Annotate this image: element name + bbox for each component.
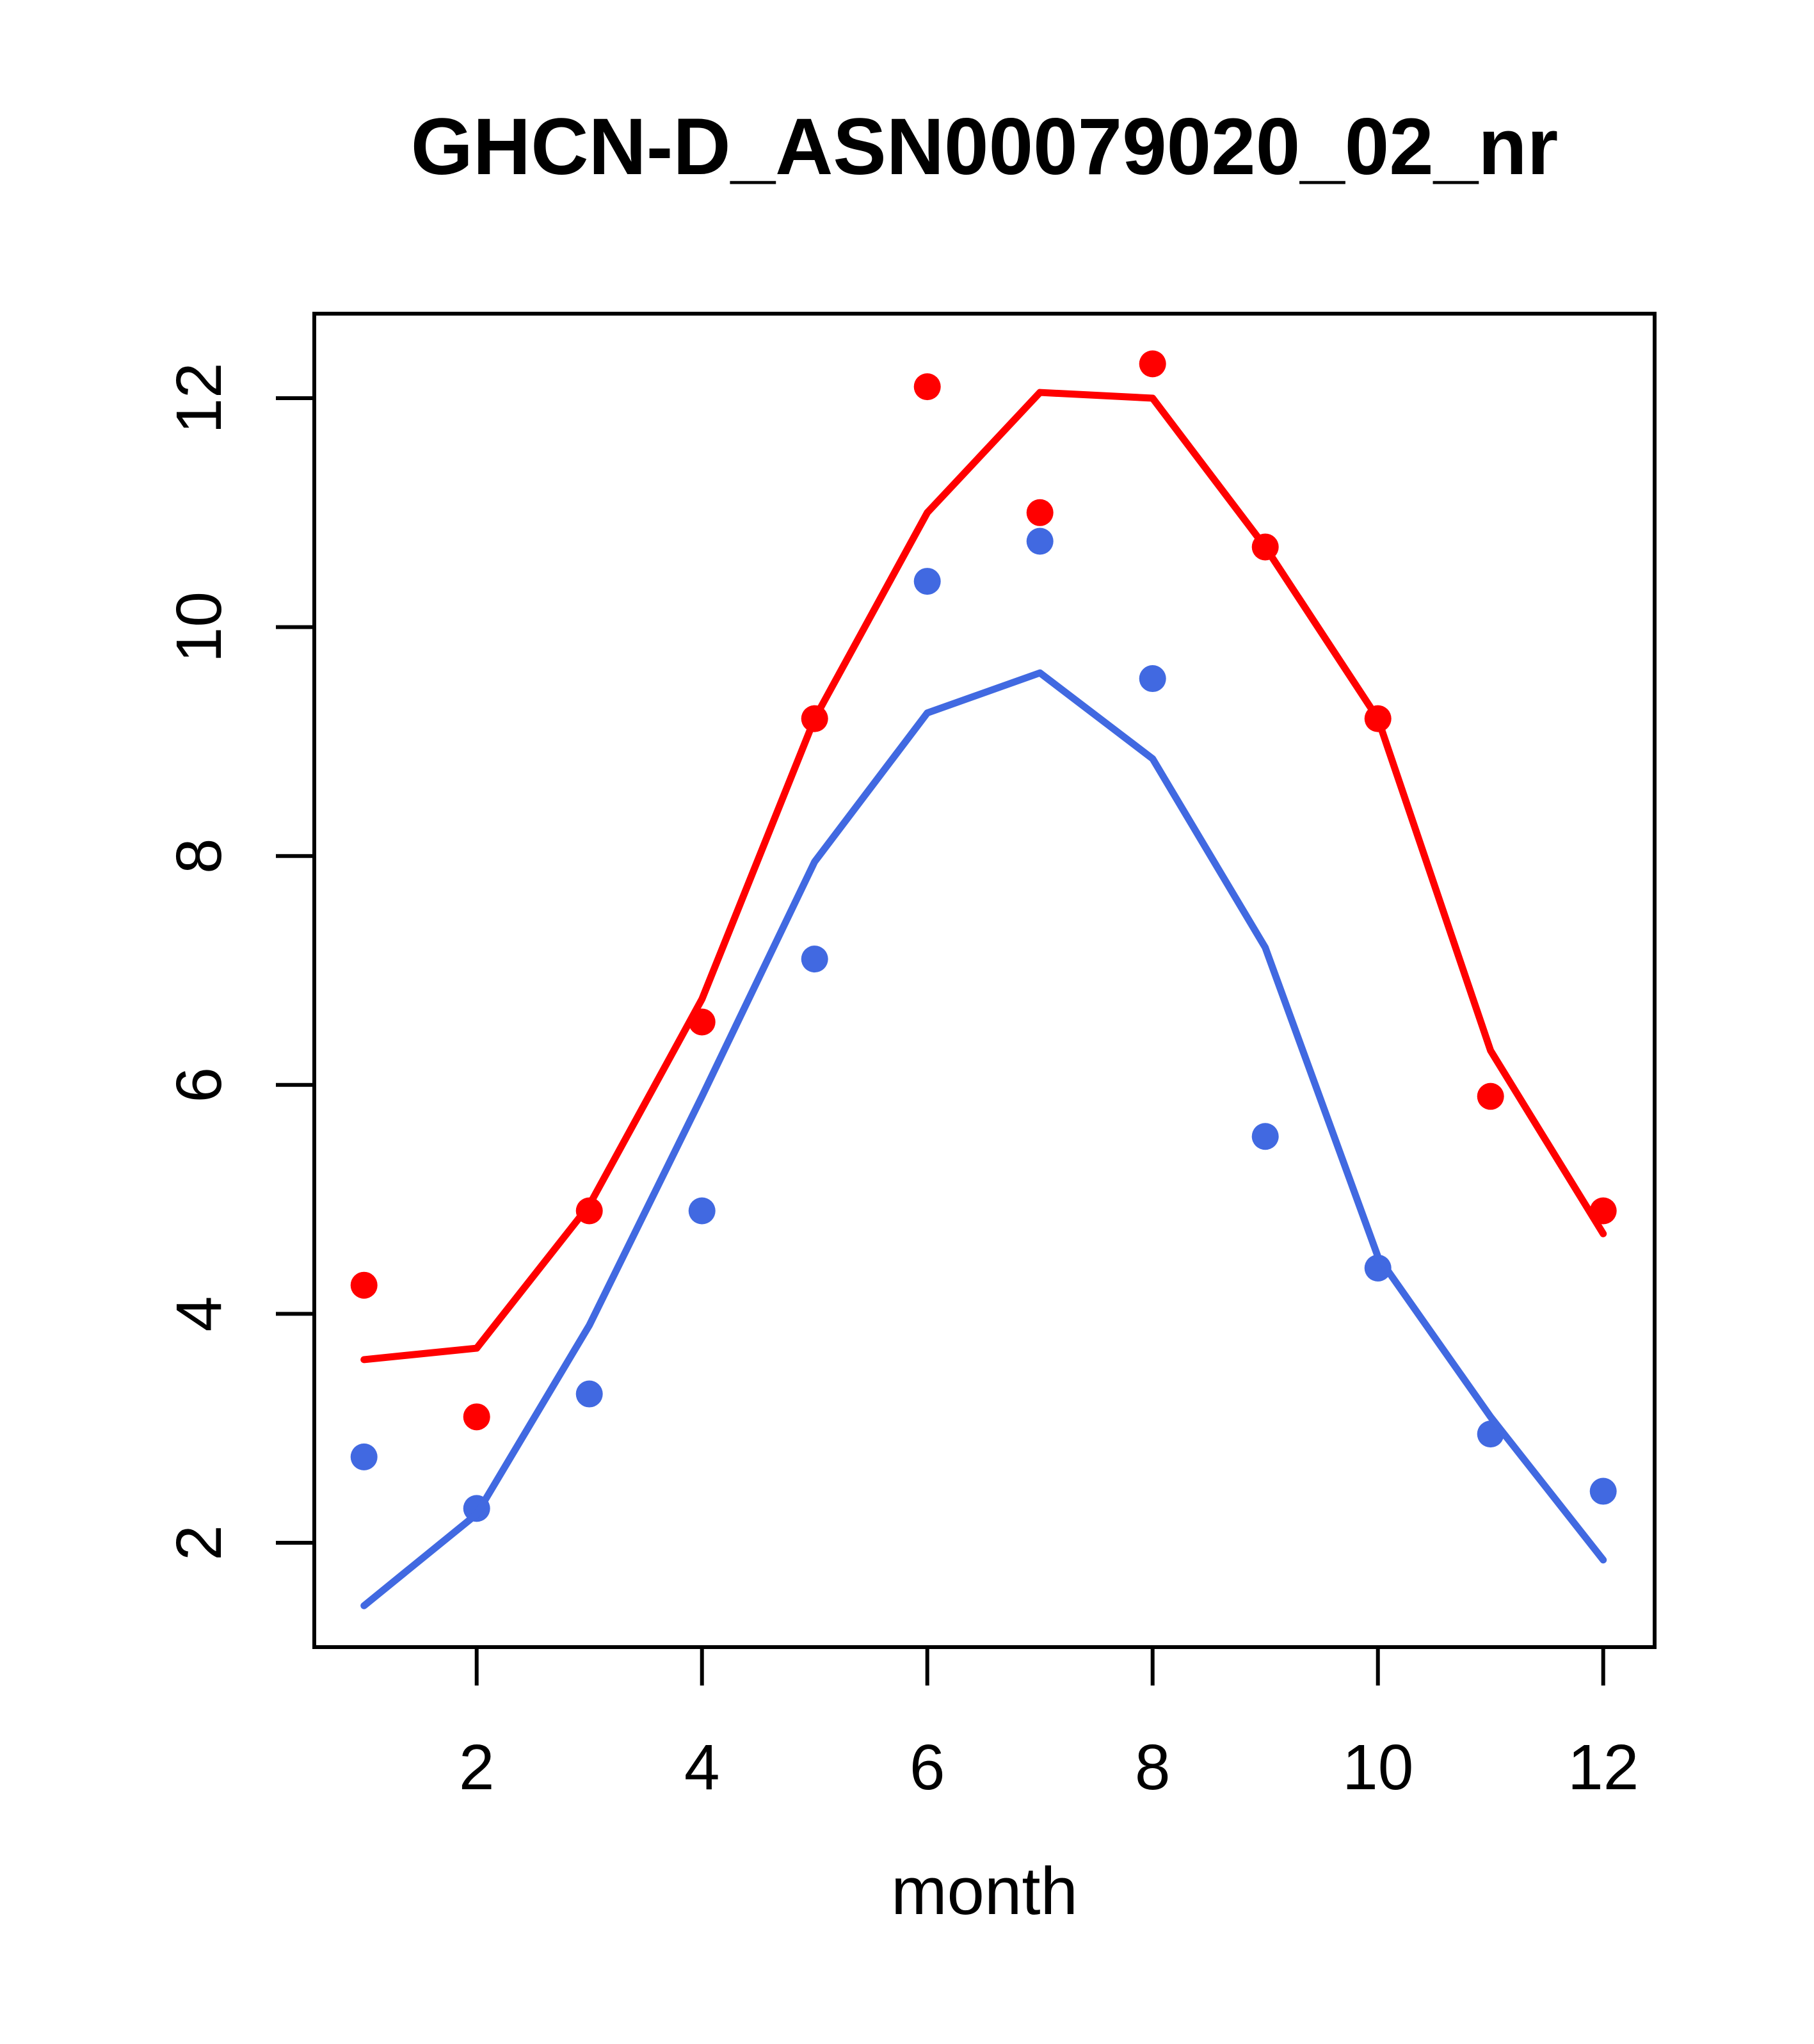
- x-axis-ticks: 2 4 6 8 10 12: [459, 1647, 1639, 1803]
- data-point-red: [1139, 350, 1166, 378]
- y-axis-ticks: 2 4 6 8 10 12: [163, 362, 314, 1561]
- data-point-red: [1477, 1082, 1504, 1110]
- blue-points-series: [350, 527, 1617, 1522]
- x-tick-label: 8: [1135, 1732, 1171, 1803]
- data-point-red: [463, 1403, 490, 1431]
- y-tick-label: 2: [163, 1525, 235, 1561]
- x-tick-label: 2: [459, 1732, 495, 1803]
- series-layer: [350, 350, 1617, 1609]
- x-tick-label: 6: [910, 1732, 945, 1803]
- data-point-blue: [350, 1443, 378, 1470]
- data-point-red: [1026, 499, 1054, 526]
- y-tick-label: 6: [163, 1067, 235, 1103]
- blue-line-series: [360, 669, 1607, 1609]
- x-tick-label: 4: [684, 1732, 720, 1803]
- data-point-red: [913, 373, 941, 401]
- data-point-red: [350, 1271, 378, 1299]
- blue-line-path: [360, 669, 1607, 1609]
- data-point-blue: [575, 1380, 603, 1408]
- data-point-blue: [1139, 665, 1166, 693]
- x-tick-label: 10: [1342, 1732, 1413, 1803]
- data-point-blue: [1251, 1123, 1279, 1150]
- x-tick-label: 12: [1568, 1732, 1639, 1803]
- x-axis-title: month: [891, 1854, 1078, 1929]
- data-point-blue: [688, 1197, 716, 1225]
- y-tick-label: 12: [163, 362, 235, 433]
- y-tick-label: 4: [163, 1296, 235, 1332]
- plot-box-border: [312, 312, 1657, 1649]
- red-line-series: [360, 389, 1607, 1364]
- data-point-blue: [1026, 527, 1054, 555]
- chart-title: GHCN-D_ASN00079020_02_nr: [411, 102, 1559, 191]
- y-tick-label: 8: [163, 838, 235, 874]
- data-point-blue: [801, 946, 828, 973]
- data-point-blue: [1589, 1477, 1617, 1505]
- data-point-blue: [913, 568, 941, 595]
- y-tick-label: 10: [163, 591, 235, 663]
- red-line-path: [360, 389, 1607, 1364]
